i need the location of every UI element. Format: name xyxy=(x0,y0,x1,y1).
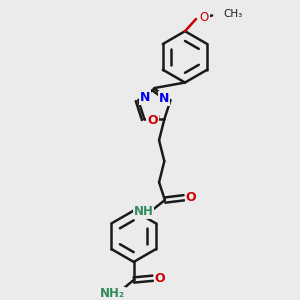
Text: N: N xyxy=(159,92,169,104)
Text: N: N xyxy=(140,91,150,104)
Text: CH₃: CH₃ xyxy=(223,9,242,19)
Text: NH₂: NH₂ xyxy=(100,287,124,300)
Text: O: O xyxy=(186,191,196,204)
Text: O: O xyxy=(154,272,165,285)
Text: O: O xyxy=(200,11,209,24)
Text: NH: NH xyxy=(134,205,154,218)
Text: O: O xyxy=(147,114,158,127)
